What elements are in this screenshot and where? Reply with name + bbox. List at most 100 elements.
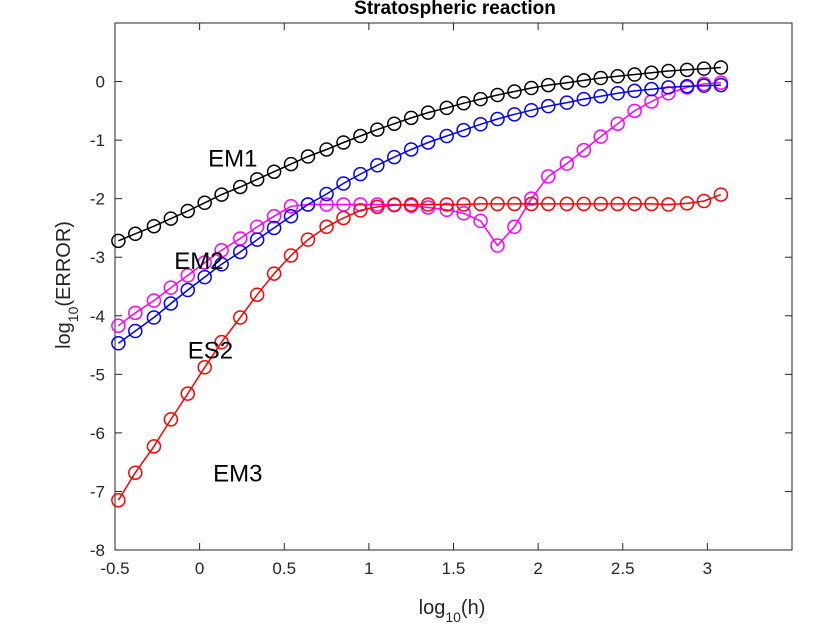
data-point-em3 — [387, 197, 402, 213]
x-axis-label-base: log — [419, 597, 446, 619]
data-point-em1 — [180, 203, 196, 219]
data-point-es2 — [713, 77, 729, 93]
data-point-em3 — [111, 492, 126, 508]
data-point-em3 — [576, 196, 592, 212]
data-point-em1 — [403, 110, 419, 126]
x-axis-label-subscript: 10 — [445, 609, 461, 625]
data-point-em3 — [197, 360, 212, 375]
data-point-em1 — [661, 63, 676, 79]
data-point-em3 — [420, 197, 436, 212]
data-point-em3 — [541, 196, 556, 212]
y-tick-label: -4 — [90, 307, 105, 326]
x-tick-label: 0 — [195, 559, 204, 578]
data-point-em3 — [370, 199, 385, 215]
data-point-es2 — [627, 83, 642, 99]
y-tick-label: -8 — [90, 541, 105, 560]
data-point-em2 — [541, 169, 556, 184]
data-point-em1 — [644, 65, 659, 81]
data-point-em3 — [490, 196, 505, 212]
data-point-em1 — [336, 135, 351, 150]
data-point-em3 — [696, 193, 712, 209]
data-point-em3 — [524, 196, 539, 212]
series-em2 — [111, 75, 729, 333]
data-point-em1 — [111, 233, 126, 249]
data-point-em1 — [300, 149, 316, 164]
data-point-es2 — [610, 86, 625, 101]
data-point-em2 — [456, 206, 471, 221]
data-point-em3 — [283, 248, 299, 263]
series-lines — [111, 60, 729, 508]
data-point-em2 — [610, 116, 625, 131]
x-tick-label: -0.5 — [100, 559, 129, 578]
data-point-em1 — [128, 226, 143, 242]
data-point-em2 — [473, 213, 488, 229]
data-point-em3 — [353, 203, 368, 218]
data-point-es2 — [696, 78, 712, 93]
data-point-em1 — [146, 218, 162, 234]
data-point-es2 — [283, 208, 299, 224]
data-point-es2 — [353, 166, 368, 182]
data-point-es2 — [559, 95, 575, 110]
data-point-es2 — [679, 78, 695, 94]
x-tick-label: 3 — [703, 559, 712, 578]
data-point-es2 — [319, 186, 334, 202]
data-point-em3 — [507, 196, 522, 212]
y-axis-label: log10(ERROR) — [53, 221, 81, 349]
series-es2 — [111, 77, 729, 351]
x-axis-label-arg: (h) — [461, 597, 485, 619]
data-point-em3 — [336, 210, 351, 226]
data-point-em1 — [232, 179, 248, 195]
data-point-es2 — [197, 269, 212, 285]
data-point-es2 — [456, 122, 471, 138]
data-point-em2 — [593, 129, 608, 144]
data-point-em1 — [490, 87, 505, 103]
data-point-em2 — [197, 255, 212, 270]
data-point-em2 — [507, 219, 522, 235]
data-point-em1 — [559, 75, 575, 90]
y-tick-label: -3 — [90, 248, 105, 267]
data-point-em3 — [180, 386, 196, 401]
data-point-es2 — [336, 176, 351, 191]
data-point-em3 — [146, 439, 162, 454]
data-point-es2 — [541, 98, 556, 114]
data-point-em3 — [214, 334, 229, 350]
data-point-es2 — [266, 220, 282, 236]
series-annotations: EM1 EM2 ES2 EM3 — [174, 145, 262, 487]
chart-title: Stratospheric reaction — [354, 0, 556, 19]
data-point-es2 — [146, 310, 162, 325]
data-point-em1 — [627, 67, 642, 82]
data-point-em2 — [111, 318, 126, 333]
y-tick-label: -7 — [90, 482, 105, 501]
data-point-em1 — [353, 128, 368, 144]
data-point-em2 — [439, 202, 454, 218]
data-point-em3 — [593, 196, 608, 212]
y-tick-label: -6 — [90, 424, 105, 443]
data-point-es2 — [387, 149, 402, 165]
data-point-em2 — [146, 293, 162, 308]
data-point-em2 — [559, 156, 575, 171]
data-point-es2 — [163, 296, 179, 311]
data-point-em1 — [420, 105, 436, 120]
data-point-es2 — [370, 158, 385, 173]
y-tick-label: 0 — [96, 73, 105, 92]
data-point-em1 — [524, 80, 539, 96]
data-point-em1 — [456, 95, 471, 111]
data-point-em3 — [661, 197, 676, 212]
data-point-em3 — [300, 232, 316, 247]
data-point-es2 — [214, 256, 229, 272]
annotation-em3: EM3 — [213, 460, 262, 487]
data-point-em3 — [319, 219, 334, 235]
data-point-es2 — [180, 282, 196, 298]
data-point-em1 — [610, 69, 625, 84]
data-point-em1 — [713, 60, 729, 75]
x-tick-label: 2 — [533, 559, 542, 578]
data-point-em3 — [627, 196, 642, 212]
data-point-es2 — [249, 232, 265, 247]
data-point-em3 — [232, 310, 248, 325]
data-point-em1 — [163, 211, 179, 226]
data-point-em1 — [214, 187, 229, 202]
y-axis-label-subscript: 10 — [65, 306, 81, 322]
data-point-em1 — [473, 91, 488, 107]
data-point-em1 — [370, 122, 385, 137]
annotation-em1: EM1 — [208, 145, 257, 172]
